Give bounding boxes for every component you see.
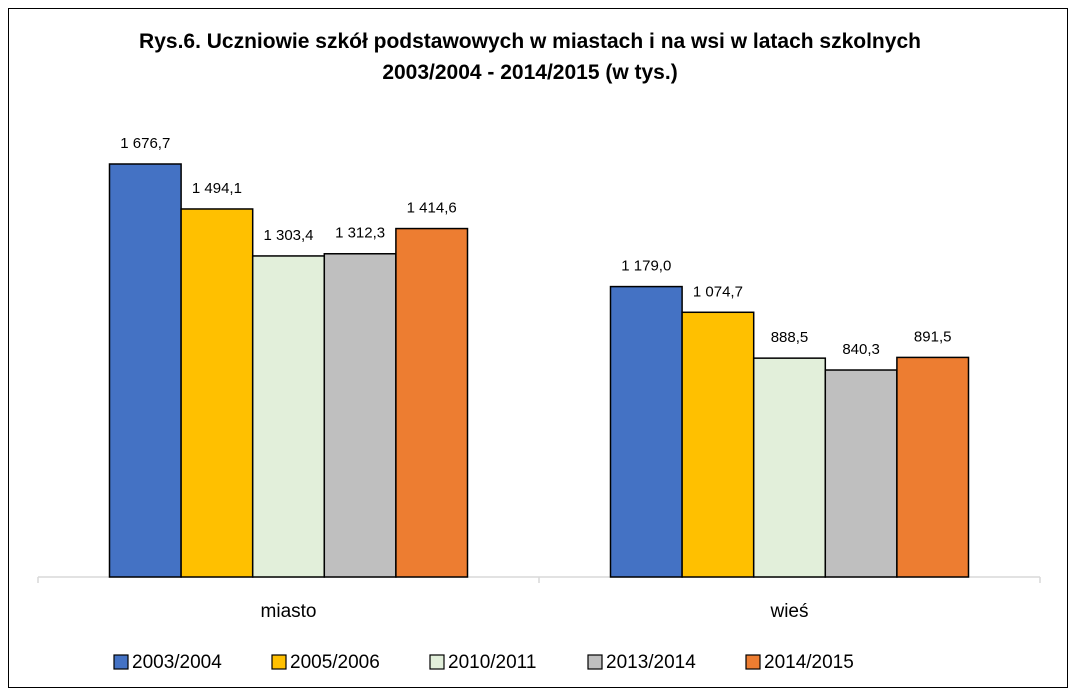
- bar: [824, 369, 898, 578]
- legend-swatch: [429, 654, 445, 670]
- data-label: 1 074,7: [693, 283, 743, 300]
- bar: [896, 356, 970, 578]
- legend-label: 2013/2014: [606, 652, 696, 673]
- data-label: 1 676,7: [120, 135, 170, 152]
- chart-title: Rys.6. Uczniowie szkół podstawowych w mi…: [139, 30, 921, 84]
- legend-label: 2005/2006: [290, 652, 380, 673]
- data-label: 1 179,0: [621, 258, 671, 275]
- legend-swatch: [745, 654, 761, 670]
- legend-label: 2010/2011: [448, 652, 536, 673]
- legend-label: 2014/2015: [764, 652, 854, 673]
- data-label: 1 414,6: [407, 200, 457, 217]
- bar: [752, 357, 827, 578]
- bar: [395, 227, 469, 578]
- legend-swatch: [271, 654, 287, 670]
- data-label: 1 303,4: [263, 227, 313, 244]
- chart-frame: [8, 8, 1068, 688]
- bar: [108, 163, 182, 578]
- data-label: 840,3: [842, 341, 880, 358]
- bar: [180, 208, 254, 578]
- data-label: 1 494,1: [192, 180, 242, 197]
- bar: [681, 311, 755, 578]
- data-label: 888,5: [771, 329, 809, 346]
- x-tick-label: miasto: [261, 601, 317, 622]
- bar: [609, 285, 683, 578]
- x-tick-label: wieś: [769, 601, 808, 622]
- bar: [251, 255, 326, 578]
- data-label: 891,5: [914, 328, 952, 345]
- legend-swatch: [113, 654, 129, 670]
- legend-label: 2003/2004: [132, 652, 222, 673]
- legend-swatch: [587, 654, 603, 670]
- bar: [323, 253, 397, 578]
- data-label: 1 312,3: [335, 225, 385, 242]
